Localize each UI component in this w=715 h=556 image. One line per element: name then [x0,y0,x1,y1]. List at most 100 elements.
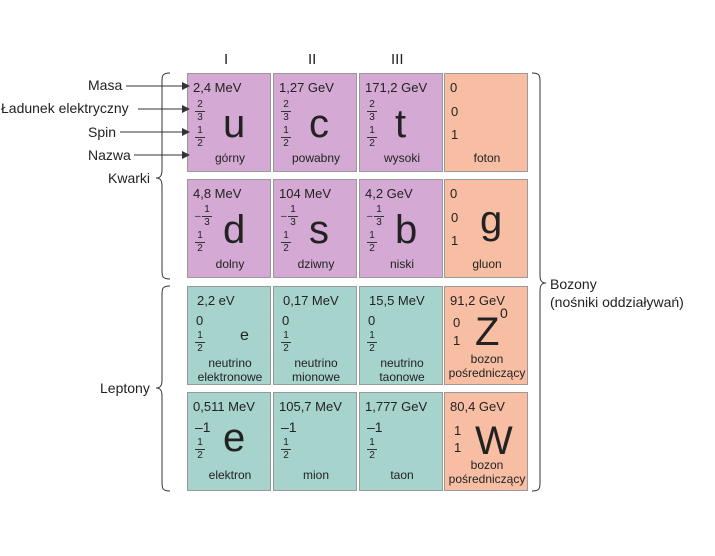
generation-label-3: III [391,51,404,68]
mass-value: 15,5 MeV [369,293,425,308]
mass-value: 80,4 GeV [450,399,505,414]
mass-value: 4,8 MeV [193,186,242,201]
particle-name-line1: neutrino [294,356,338,370]
particle-name-line2: taonowe [379,370,425,384]
particle-name: gluon [472,257,502,271]
particle-symbol: Z [475,310,500,354]
label-kwarki: Kwarki [108,170,151,186]
particle-name: wysoki [383,151,420,165]
particle-name-line2: pośredniczący [448,472,526,486]
charge-fraction: –1 3 [195,205,212,228]
charge-value: –1 [195,419,211,435]
mass-value: 105,7 MeV [279,399,342,414]
mass-value: 104 MeV [279,186,332,201]
mass-value: 4,2 GeV [365,186,413,201]
charge-fraction: –1 3 [367,205,384,228]
label-ladunek: Ładunek elektryczny [1,100,129,116]
particle-name: taon [390,468,414,482]
particle-name: foton [473,151,501,165]
particle-symbol: s [309,208,329,252]
particle-symbol: u [223,102,246,146]
label-nazwa: Nazwa [88,147,131,163]
particle-name-line1: neutrino [380,356,424,370]
particle-symbol: e [223,416,246,460]
particle-symbol: b [395,208,418,252]
particle-symbol: W [475,419,513,463]
mass-value: 0,511 MeV [193,399,255,414]
particle-name-line2: elektronowe [197,370,263,384]
label-masa: Masa [88,77,123,93]
mass-value: 0 [450,80,458,95]
particle-name: niski [389,257,414,271]
particle-name-line1: bozon [470,458,504,472]
mass-value: 1,777 GeV [365,399,428,414]
particle-name: dziwny [297,257,335,271]
spin-value: 1 [451,127,459,142]
particle-z-boson: 91,2 GeV 0 1 Z 0 bozon pośredniczący [444,286,528,385]
mass-value: 2,4 MeV [193,80,242,95]
particle-w-boson: 80,4 GeV 1 1 W bozon pośredniczący [444,392,528,491]
charge-value: –1 [281,419,297,435]
particle-name-line1: bozon [470,352,504,366]
label-spin: Spin [88,124,117,140]
charge-value: 0 [453,315,461,330]
particle-name-line1: neutrino [208,356,252,370]
mass-value: 2,2 eV [197,293,235,308]
mass-value: 91,2 GeV [450,293,505,308]
particle-photon: 0 0 1 foton [444,73,528,172]
particle-name-line2: mionowe [291,370,341,384]
brace-bozony [531,72,547,492]
charge-value: 0 [196,313,204,328]
spin-value: 1 [453,333,461,348]
label-leptony: Leptony [100,380,150,396]
charge-value: 0 [282,313,290,328]
mass-value: 0,17 MeV [283,293,339,308]
mass-value: 0 [450,186,458,201]
generation-label-1: I [224,51,229,68]
particle-name: elektron [208,468,252,482]
spin-value: 1 [454,440,462,455]
particle-name: powabny [291,151,341,165]
charge-value: 0 [368,313,376,328]
particle-symbol-superscript: 0 [500,305,508,321]
particle-name: mion [302,468,329,482]
mass-value: 1,27 GeV [279,80,334,95]
charge-fraction: –1 3 [281,205,298,228]
charge-value: 0 [451,210,459,225]
particle-symbol: c [309,102,329,146]
brace-leptony [155,285,171,492]
brace-kwarki [155,72,171,280]
charge-value: 0 [451,104,459,119]
particle-symbol: g [480,198,503,242]
particle-gluon: 0 0 1 g gluon [444,179,528,278]
charge-value: –1 [367,419,383,435]
particle-name: górny [214,151,246,165]
label-nosniki: (nośniki oddziaływań) [550,294,684,310]
